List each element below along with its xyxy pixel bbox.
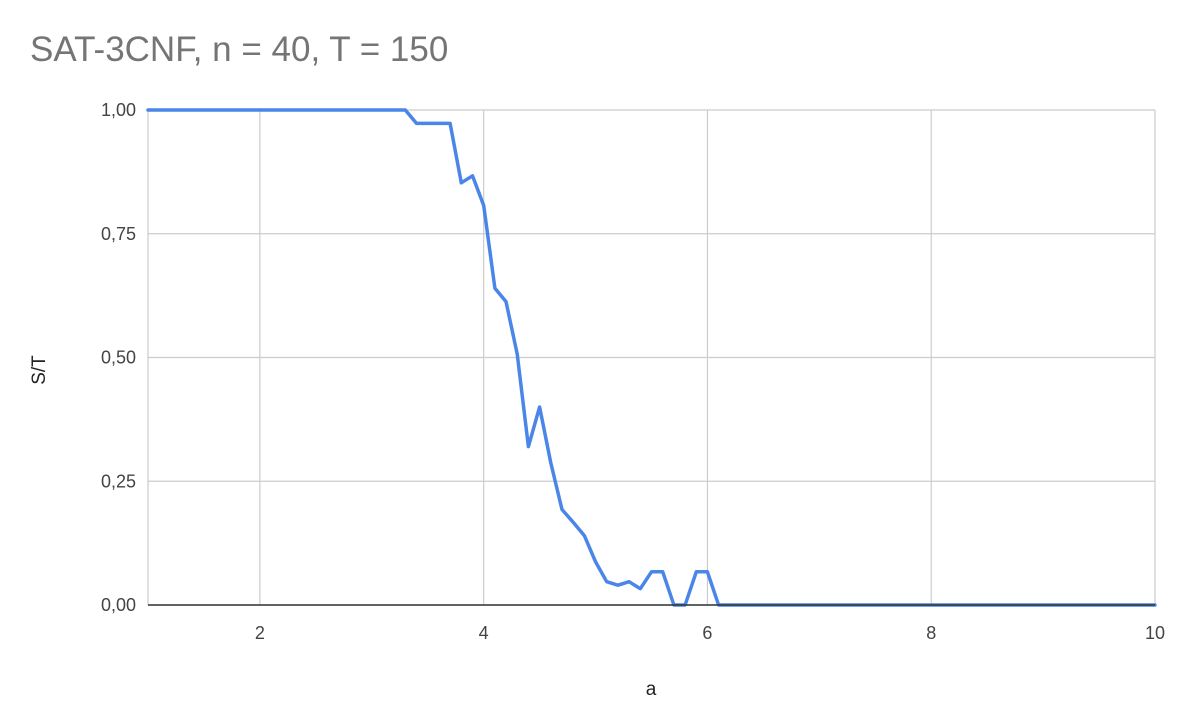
x-tick-label: 4 [479, 623, 489, 643]
grid-lines [147, 109, 1156, 606]
y-tick-label: 1,00 [101, 100, 136, 120]
x-axis-label: a [645, 679, 657, 700]
y-tick-label: 0,50 [101, 348, 136, 368]
x-tick-label: 2 [255, 623, 265, 643]
y-tick-label: 0,25 [101, 471, 136, 491]
x-tick-labels: 2 4 6 8 10 [255, 623, 1165, 643]
x-tick-label: 8 [926, 623, 936, 643]
chart-title: SAT-3CNF, n = 40, T = 150 [30, 30, 449, 69]
x-tick-label: 6 [702, 623, 712, 643]
y-tick-label: 0,75 [101, 224, 136, 244]
y-tick-label: 0,00 [101, 595, 136, 615]
x-tick-label: 10 [1145, 623, 1165, 643]
y-tick-labels: 0,00 0,25 0,50 0,75 1,00 [101, 100, 136, 615]
